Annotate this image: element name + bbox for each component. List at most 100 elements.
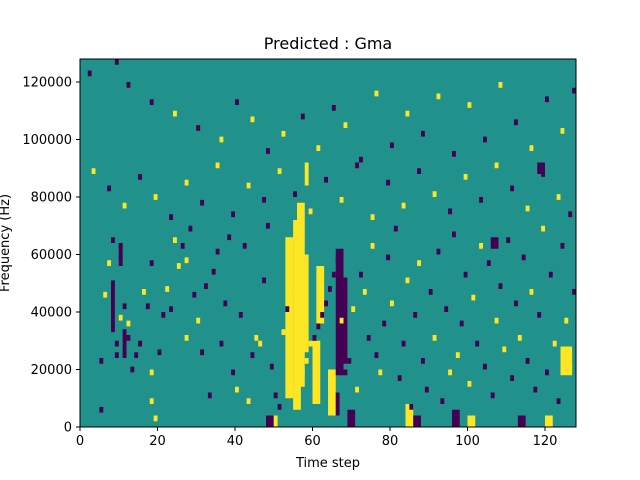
heatmap-band xyxy=(304,162,309,186)
heatmap-cell xyxy=(366,335,371,341)
heatmap-cell xyxy=(343,122,348,128)
heatmap-cell xyxy=(312,335,317,341)
heatmap-cells xyxy=(87,59,577,427)
heatmap-cell xyxy=(521,254,526,261)
heatmap-cell xyxy=(153,194,158,200)
heatmap-cell xyxy=(196,125,201,131)
heatmap-cell xyxy=(273,392,278,399)
heatmap-cell xyxy=(231,369,236,376)
heatmap-cell xyxy=(149,398,154,404)
heatmap-cell xyxy=(316,323,321,330)
heatmap-cell xyxy=(432,191,437,197)
heatmap-cell xyxy=(107,260,112,266)
heatmap-cell xyxy=(486,260,491,266)
heatmap-cell xyxy=(184,179,189,186)
heatmap-cell xyxy=(479,243,484,249)
x-tick-label: 80 xyxy=(382,434,399,449)
y-tick-label: 60000 xyxy=(31,248,72,263)
y-axis-label: Frequency (Hz) xyxy=(0,194,13,292)
heatmap-cell xyxy=(215,162,220,169)
heatmap-cell xyxy=(343,369,348,376)
heatmap-cell xyxy=(517,335,522,341)
x-tick-label: 20 xyxy=(149,434,166,449)
heatmap-cell xyxy=(103,291,108,298)
heatmap-cell xyxy=(266,148,270,154)
heatmap-cell xyxy=(231,211,236,218)
x-axis-label: Time step xyxy=(295,456,360,471)
heatmap-cell xyxy=(254,335,259,341)
heatmap-cell xyxy=(173,237,177,243)
heatmap-cell xyxy=(378,369,383,376)
heatmap-cell xyxy=(552,340,557,347)
heatmap-cell xyxy=(525,358,530,364)
heatmap-band xyxy=(537,162,545,174)
heatmap-cell xyxy=(250,116,255,123)
heatmap-cell xyxy=(405,277,410,284)
heatmap-cell xyxy=(463,271,468,278)
heatmap-cell xyxy=(479,197,484,203)
heatmap-cell xyxy=(529,145,534,151)
heatmap-band xyxy=(335,248,344,376)
heatmap-cell xyxy=(432,335,437,341)
heatmap-cell xyxy=(428,289,433,295)
heatmap-band xyxy=(297,202,305,387)
heatmap-cell xyxy=(200,199,205,206)
heatmap-cell xyxy=(281,329,286,335)
heatmap-cell xyxy=(180,243,185,249)
heatmap-cell xyxy=(169,306,174,312)
heatmap-cell xyxy=(262,277,267,284)
heatmap-cell xyxy=(459,320,464,327)
heatmap-cell xyxy=(498,283,503,289)
heatmap-cell xyxy=(494,162,499,169)
heatmap-cell xyxy=(490,392,495,399)
heatmap-band xyxy=(405,404,414,427)
x-tick-label: 100 xyxy=(455,434,480,449)
heatmap-cell xyxy=(145,303,150,310)
heatmap-band xyxy=(467,415,476,427)
heatmap-band xyxy=(266,415,274,427)
heatmap-cell xyxy=(238,312,243,318)
heatmap-cell xyxy=(281,130,286,137)
heatmap-cell xyxy=(498,82,503,88)
heatmap-cell xyxy=(537,312,542,318)
heatmap-cell xyxy=(266,222,270,229)
heatmap-cell xyxy=(300,369,305,376)
heatmap-cell xyxy=(401,340,406,347)
heatmap-cell xyxy=(409,404,414,410)
heatmap-cell xyxy=(211,268,216,275)
heatmap-band xyxy=(413,415,421,427)
heatmap-cell xyxy=(153,415,158,422)
heatmap-cell xyxy=(413,312,418,318)
heatmap-cell xyxy=(359,156,363,163)
heatmap-cell xyxy=(362,289,367,295)
heatmap-cell xyxy=(455,352,460,358)
heatmap-band xyxy=(285,237,294,399)
heatmap-band xyxy=(328,369,336,416)
y-tick-label: 100000 xyxy=(22,133,72,148)
plot-area xyxy=(79,58,577,428)
x-tick-label: 40 xyxy=(227,434,244,449)
x-tick-label: 0 xyxy=(76,434,84,449)
heatmap-cell xyxy=(126,82,131,88)
heatmap-cell xyxy=(242,243,247,249)
heatmap-cell xyxy=(204,283,208,289)
heatmap-cell xyxy=(324,176,329,183)
plot-frame xyxy=(79,58,577,428)
heatmap-cell xyxy=(149,260,154,266)
heatmap-cell xyxy=(134,352,139,358)
heatmap-band xyxy=(273,415,278,427)
heatmap-cell xyxy=(572,289,577,295)
heatmap-cell xyxy=(200,349,205,356)
heatmap-cell xyxy=(386,254,391,261)
heatmap-cell xyxy=(475,340,480,347)
heatmap-cell xyxy=(560,128,565,134)
heatmap-cell xyxy=(122,202,127,209)
heatmap-cell xyxy=(370,214,375,220)
heatmap-band xyxy=(452,409,460,427)
heatmap-cell xyxy=(215,248,220,255)
heatmap-cell xyxy=(223,300,228,307)
heatmap-cell xyxy=(235,99,239,105)
heatmap-cell xyxy=(126,320,131,327)
heatmap-cell xyxy=(424,386,429,393)
heatmap-cell xyxy=(359,271,363,278)
